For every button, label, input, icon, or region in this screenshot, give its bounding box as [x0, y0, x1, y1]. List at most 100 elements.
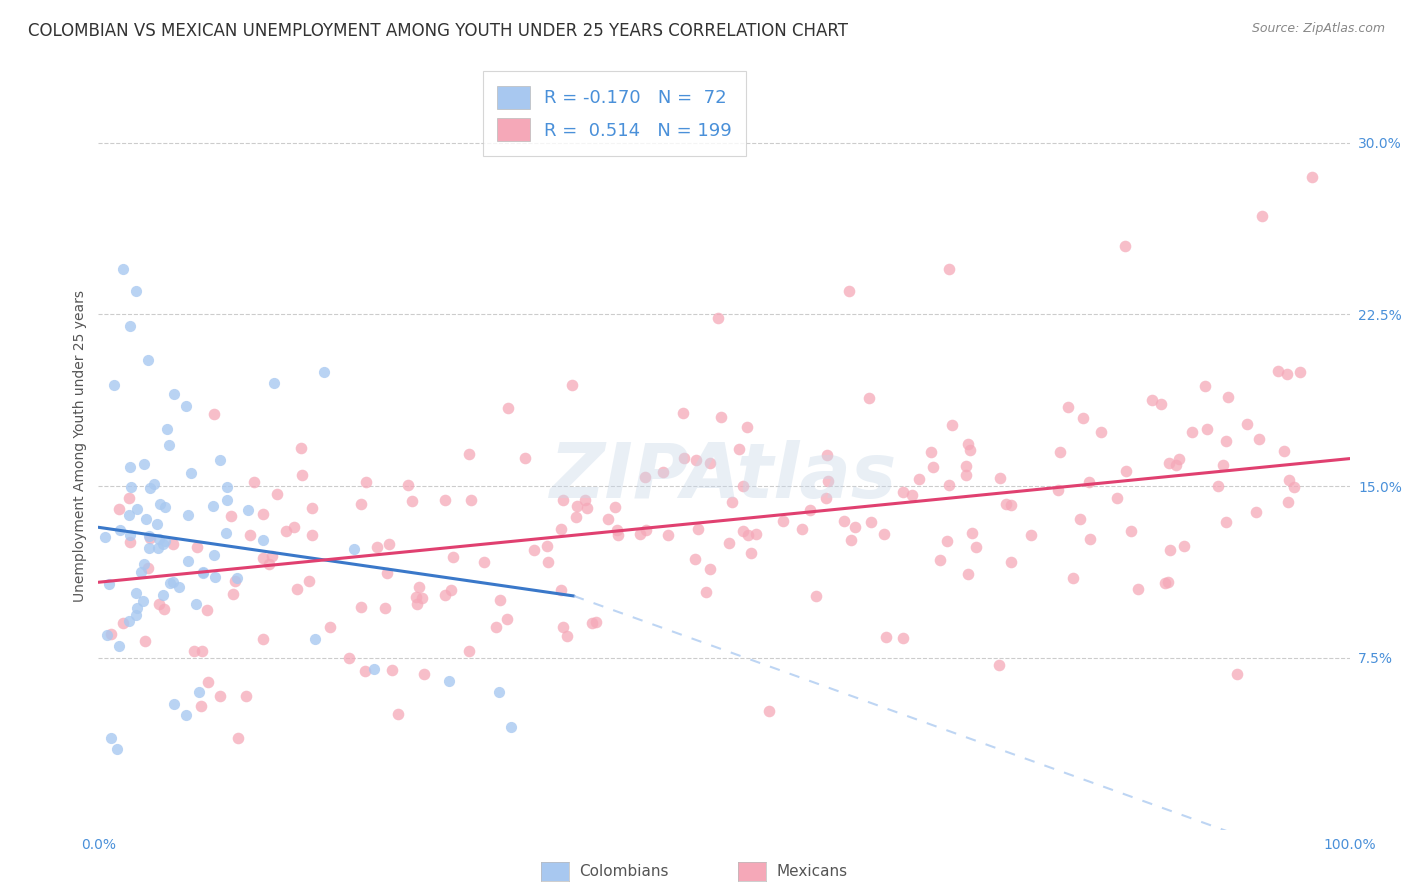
- Point: [125, 601, 148, 615]
- Point: [908, 472, 931, 486]
- Point: [731, 479, 754, 493]
- Point: [187, 685, 209, 699]
- Point: [1181, 425, 1204, 439]
- Point: [411, 591, 433, 606]
- Point: [1212, 458, 1234, 472]
- Point: [191, 565, 214, 579]
- Point: [1121, 524, 1143, 538]
- Point: [513, 450, 536, 465]
- Point: [941, 418, 963, 433]
- Point: [957, 436, 980, 450]
- Point: [458, 644, 481, 658]
- Point: [707, 310, 730, 325]
- Point: [1278, 473, 1301, 487]
- Point: [574, 492, 596, 507]
- Point: [501, 719, 523, 733]
- Point: [936, 533, 959, 548]
- Point: [772, 514, 794, 528]
- Point: [685, 452, 707, 467]
- Text: Colombians: Colombians: [579, 864, 669, 879]
- Point: [132, 557, 155, 571]
- Point: [118, 491, 141, 505]
- Point: [149, 497, 172, 511]
- Point: [636, 523, 658, 537]
- Point: [174, 708, 197, 723]
- Point: [135, 512, 157, 526]
- Point: [408, 580, 430, 594]
- Point: [498, 401, 520, 415]
- Point: [157, 438, 180, 452]
- Point: [758, 704, 780, 718]
- Point: [657, 527, 679, 541]
- Point: [174, 399, 197, 413]
- Point: [243, 475, 266, 490]
- Point: [263, 376, 285, 390]
- Point: [603, 500, 626, 515]
- Point: [1157, 456, 1180, 470]
- Point: [1107, 491, 1129, 506]
- Point: [672, 406, 695, 420]
- Point: [215, 525, 238, 540]
- Point: [125, 608, 148, 623]
- Point: [312, 365, 335, 379]
- Point: [938, 478, 960, 492]
- Point: [191, 644, 214, 658]
- Point: [146, 541, 169, 555]
- Point: [112, 261, 135, 276]
- Point: [832, 514, 855, 528]
- Point: [290, 442, 312, 456]
- Point: [291, 467, 314, 482]
- Point: [162, 697, 184, 711]
- Point: [1000, 556, 1022, 570]
- Point: [353, 664, 375, 678]
- Point: [817, 474, 839, 488]
- Point: [201, 499, 224, 513]
- Point: [118, 460, 141, 475]
- Text: ZIPAtlas: ZIPAtlas: [550, 440, 898, 514]
- Point: [252, 533, 274, 547]
- Point: [401, 494, 423, 508]
- Point: [1288, 365, 1310, 379]
- Point: [118, 508, 141, 523]
- Point: [1168, 452, 1191, 467]
- Point: [565, 499, 588, 513]
- Point: [901, 488, 924, 502]
- Point: [125, 502, 148, 516]
- Point: [1275, 367, 1298, 381]
- Point: [202, 548, 225, 562]
- Point: [132, 457, 155, 471]
- Point: [988, 657, 1011, 672]
- Point: [125, 586, 148, 600]
- Text: Mexicans: Mexicans: [776, 864, 848, 879]
- Point: [844, 520, 866, 534]
- Point: [131, 565, 153, 579]
- Point: [956, 566, 979, 581]
- Point: [474, 555, 496, 569]
- Point: [718, 536, 741, 550]
- Point: [875, 630, 897, 644]
- Point: [965, 540, 987, 554]
- Point: [685, 551, 707, 566]
- Point: [699, 561, 721, 575]
- Point: [1140, 393, 1163, 408]
- Point: [1216, 390, 1239, 404]
- Point: [162, 537, 184, 551]
- Point: [110, 523, 132, 537]
- Y-axis label: Unemployment Among Youth under 25 years: Unemployment Among Youth under 25 years: [73, 290, 87, 602]
- Point: [433, 493, 456, 508]
- Point: [537, 555, 560, 569]
- Point: [1194, 378, 1216, 392]
- Point: [301, 501, 323, 516]
- Point: [252, 632, 274, 646]
- Point: [1267, 364, 1289, 378]
- Point: [152, 588, 174, 602]
- Point: [195, 603, 218, 617]
- Point: [737, 528, 759, 542]
- Point: [994, 497, 1017, 511]
- Point: [634, 470, 657, 484]
- Point: [235, 690, 257, 704]
- Point: [120, 480, 142, 494]
- Point: [1166, 458, 1188, 472]
- Point: [1282, 480, 1305, 494]
- Point: [628, 527, 651, 541]
